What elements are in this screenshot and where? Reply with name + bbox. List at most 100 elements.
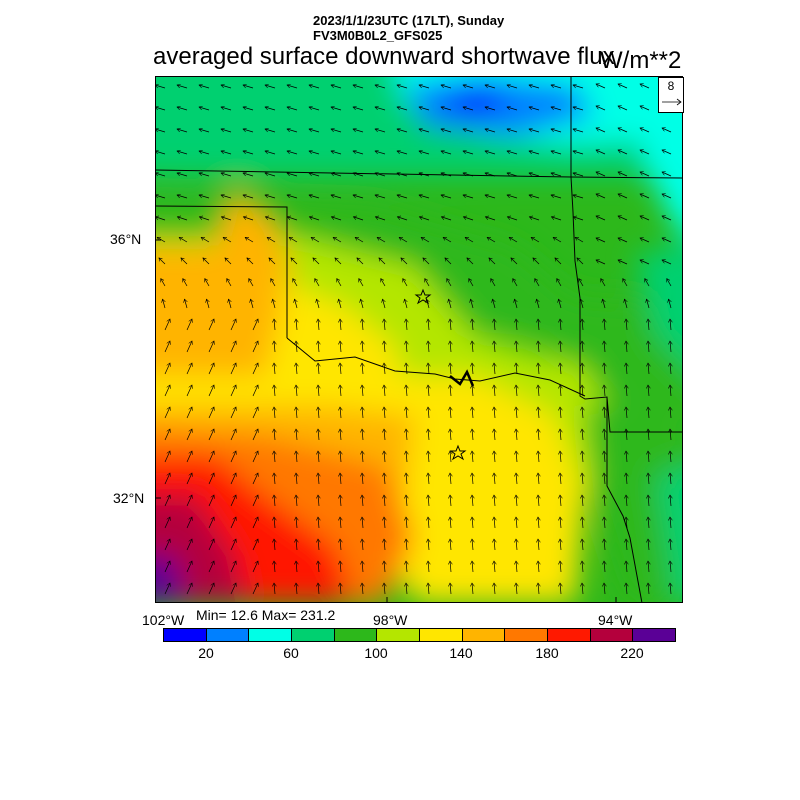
wind-arrow [199, 195, 210, 199]
wind-arrow [252, 473, 258, 485]
wind-arrow [331, 129, 342, 133]
wind-arrow [287, 151, 298, 155]
wind-arrow [596, 260, 606, 265]
wind-arrow [516, 495, 517, 507]
wind-arrow [640, 172, 650, 177]
wind-arrow [648, 385, 649, 397]
wind-arrow [494, 363, 495, 375]
wind-arrow [529, 151, 540, 155]
reference-arrow-icon [662, 98, 682, 106]
wind-arrow [273, 299, 275, 309]
wind-arrow [318, 385, 319, 397]
wind-arrow [463, 107, 474, 111]
wind-arrow [377, 237, 386, 243]
wind-arrow [397, 151, 408, 155]
wind-arrow [551, 195, 562, 199]
wind-arrow [221, 85, 232, 89]
wind-arrow [626, 407, 627, 419]
wind-arrow [252, 495, 258, 507]
wind-arrow [537, 299, 539, 309]
wind-arrow [494, 319, 495, 331]
wind-arrow [472, 385, 473, 397]
colorbar-label: 60 [283, 645, 299, 661]
wind-arrow [309, 195, 320, 199]
wind-arrow [375, 195, 386, 199]
wind-arrow [296, 429, 297, 441]
wind-arrow [428, 539, 429, 551]
wind-arrow [274, 341, 275, 353]
wind-arrow [640, 150, 650, 155]
wind-arrow [582, 583, 583, 595]
wind-arrow [252, 583, 258, 595]
wind-arrow [648, 495, 649, 507]
wind-arrow [618, 260, 628, 265]
wind-arrow [406, 451, 407, 463]
colorbar-label: 220 [620, 645, 644, 661]
wind-arrow [274, 385, 275, 397]
wind-arrow [164, 583, 170, 595]
wind-arrow [582, 407, 583, 419]
wind-arrow [645, 279, 650, 287]
wind-arrow [362, 319, 363, 331]
wind-arrow [531, 237, 540, 243]
wind-arrow [601, 279, 606, 287]
colorbar-swatch [589, 628, 634, 642]
wind-arrow [230, 429, 236, 441]
wind-arrow [428, 561, 429, 573]
wind-arrow [618, 150, 628, 155]
wind-arrow [485, 195, 496, 199]
wind-arrow [582, 451, 583, 463]
wind-arrow [463, 217, 474, 221]
wind-arrow [472, 539, 473, 551]
wind-arrow [529, 129, 540, 133]
colorbar-swatch [461, 628, 506, 642]
wind-arrow [287, 173, 298, 177]
wind-arrow [538, 539, 539, 551]
wind-arrow [516, 451, 517, 463]
wind-arrow [428, 429, 429, 441]
wind-arrow [296, 583, 297, 595]
wind-arrow [471, 299, 473, 309]
wind-arrow [362, 363, 363, 375]
wind-arrow [670, 583, 671, 595]
wind-arrow [582, 319, 583, 331]
wind-arrow [626, 363, 627, 375]
flux-field [155, 76, 683, 603]
wind-arrow [340, 451, 341, 463]
wind-arrow [640, 260, 650, 265]
wind-arrow [164, 451, 170, 463]
wind-arrow [221, 151, 232, 155]
wind-arrow [516, 583, 517, 595]
wind-arrow [221, 195, 232, 199]
wind-arrow [604, 363, 605, 375]
wind-arrow [309, 107, 320, 111]
wind-arrow [538, 451, 539, 463]
lat-label-32n: 32°N [113, 490, 145, 506]
wind-arrow [582, 561, 583, 573]
wind-arrow [494, 341, 495, 353]
wind-arrow [450, 407, 451, 419]
wind-arrow [161, 279, 166, 287]
wind-arrow [626, 341, 627, 353]
wind-arrow [472, 363, 473, 375]
wind-arrow [289, 237, 298, 243]
wind-arrow [648, 561, 649, 573]
wind-arrow [318, 407, 319, 419]
wind-arrow [318, 561, 319, 573]
wind-arrow [287, 217, 298, 221]
wind-arrow [670, 319, 671, 331]
wind-arrow [463, 85, 474, 89]
wind-arrow [163, 299, 165, 309]
wind-arrow [425, 279, 430, 287]
wind-arrow [513, 279, 518, 287]
colorbar-label: 140 [449, 645, 473, 661]
wind-arrow [450, 517, 451, 529]
wind-arrow [181, 258, 188, 265]
wind-arrow [577, 258, 584, 265]
wind-arrow [419, 129, 430, 133]
wind-arrow [507, 107, 518, 111]
wind-arrow [265, 151, 276, 155]
wind-arrow [252, 539, 258, 551]
wind-arrow [287, 195, 298, 199]
wind-arrow [485, 151, 496, 155]
